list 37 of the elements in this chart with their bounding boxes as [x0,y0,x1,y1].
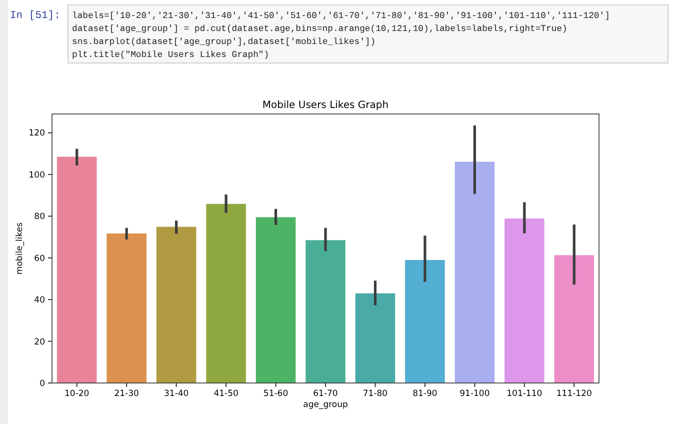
bar [355,293,396,383]
x-tick-label: 31-40 [164,389,189,399]
x-tick-label: 91-100 [460,389,490,399]
x-tick-label: 41-50 [214,389,238,399]
y-axis-title: mobile_likes [15,222,25,275]
bar [256,217,296,383]
bar [206,204,246,383]
x-tick-label: 10-20 [64,389,90,399]
text: In [51]: [10,10,60,22]
x-tick-label: 51-60 [263,389,288,399]
text: sns.barplot(dataset['age_group'],dataset['mobile_likes']) [72,37,376,47]
y-tick-label: 120 [28,128,45,139]
text: plt.title("Mobile Users Likes Graph") [72,50,270,60]
y-tick-label: 80 [34,212,45,222]
bar [306,240,346,383]
text: dataset['age_group'] = pd.cut(dataset.age,bins=np.arange(10,121,10),labels=labels,right=True) [72,24,568,34]
bar [405,260,445,383]
bar [454,162,495,383]
y-tick-label: 0 [40,378,45,389]
bar [156,226,196,383]
y-tick-label: 60 [34,254,45,264]
bar [554,255,594,383]
bar [56,156,97,383]
x-tick-label: 111-120 [556,389,592,399]
x-tick-label: 21-30 [114,389,139,399]
x-tick-label: 61-70 [313,389,338,399]
bar [106,233,146,383]
y-tick-label: 100 [28,170,45,180]
x-tick-label: 81-90 [412,389,438,399]
x-tick-label: 71-80 [362,389,388,399]
x-tick-label: 101-110 [506,389,542,399]
x-axis-title: age_group [303,400,348,410]
y-tick-label: 20 [34,337,45,348]
y-tick-label: 40 [34,296,45,306]
text: labels=['10-20','21-30','31-40','41-50','51-60','61-70','71-80','81-90','91-100','101-110','111-120'] [72,11,610,21]
chart-title: Mobile Users Likes Graph [262,100,389,111]
bar [504,218,544,383]
